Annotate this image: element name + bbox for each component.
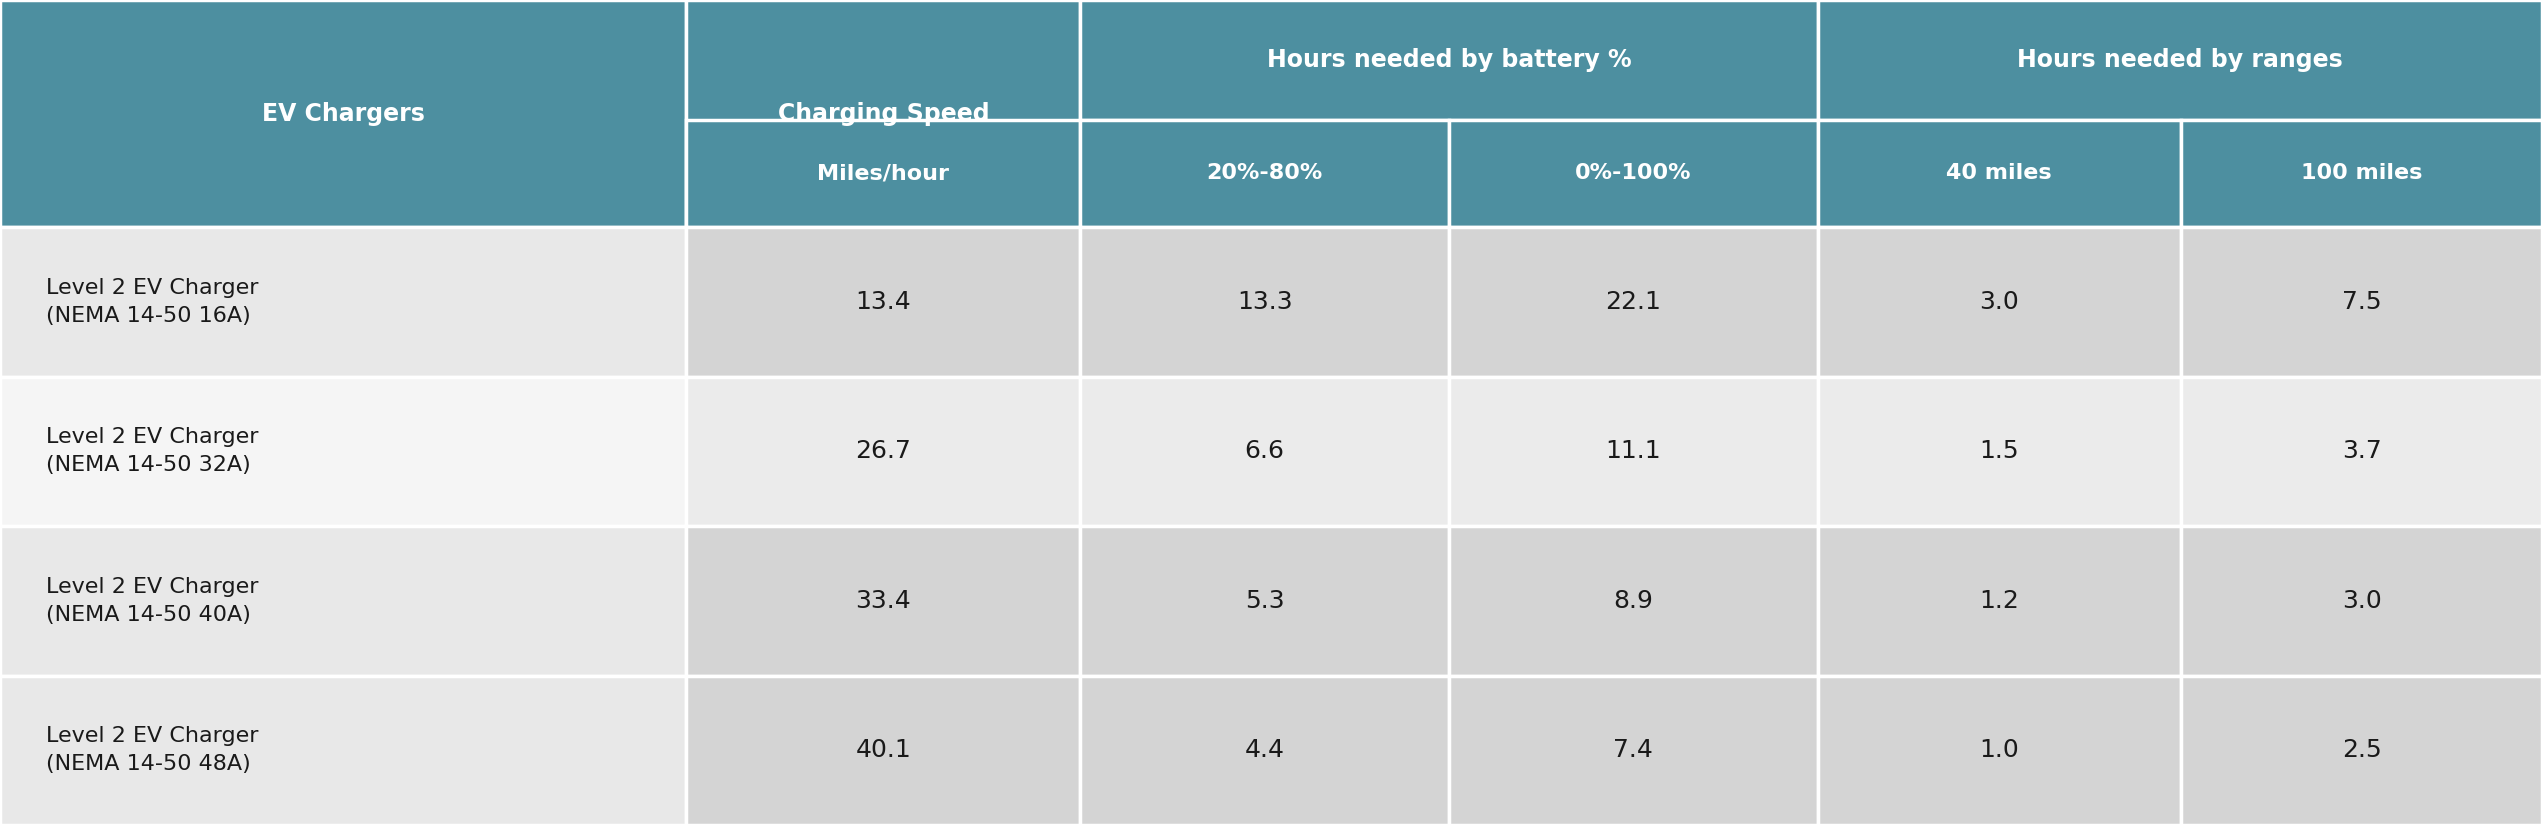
Bar xyxy=(1818,227,2181,377)
Bar xyxy=(686,0,1080,227)
Text: Level 2 EV Charger
(NEMA 14-50 40A): Level 2 EV Charger (NEMA 14-50 40A) xyxy=(46,577,259,625)
Text: 3.0: 3.0 xyxy=(1980,290,2018,314)
Bar xyxy=(1818,120,2181,227)
Text: Level 2 EV Charger
(NEMA 14-50 16A): Level 2 EV Charger (NEMA 14-50 16A) xyxy=(46,278,259,326)
Bar xyxy=(1080,227,1449,377)
Text: 8.9: 8.9 xyxy=(1614,589,1652,613)
Text: 7.5: 7.5 xyxy=(2341,290,2382,314)
Text: 20%-80%: 20%-80% xyxy=(1207,164,1322,183)
Bar xyxy=(1449,120,1818,227)
Bar xyxy=(0,0,686,227)
Bar xyxy=(0,377,686,526)
Text: EV Chargers: EV Chargers xyxy=(262,102,425,126)
Bar xyxy=(1449,227,1818,377)
Bar xyxy=(686,676,1080,825)
Text: 33.4: 33.4 xyxy=(857,589,910,613)
Bar xyxy=(1080,676,1449,825)
Bar xyxy=(2181,120,2542,227)
Bar xyxy=(686,227,1080,377)
Text: 0%-100%: 0%-100% xyxy=(1576,164,1690,183)
Bar xyxy=(1818,676,2181,825)
Text: 22.1: 22.1 xyxy=(1607,290,1660,314)
Bar xyxy=(1080,377,1449,526)
Bar xyxy=(2181,227,2542,377)
Bar xyxy=(1080,526,1449,676)
Text: 7.4: 7.4 xyxy=(1614,738,1652,762)
Bar xyxy=(1449,377,1818,526)
Bar xyxy=(0,676,686,825)
Text: Level 2 EV Charger
(NEMA 14-50 48A): Level 2 EV Charger (NEMA 14-50 48A) xyxy=(46,726,259,775)
Text: Level 2 EV Charger
(NEMA 14-50 32A): Level 2 EV Charger (NEMA 14-50 32A) xyxy=(46,427,259,476)
Bar xyxy=(1818,526,2181,676)
Text: 1.0: 1.0 xyxy=(1980,738,2018,762)
Text: Miles/hour: Miles/hour xyxy=(819,164,948,183)
Bar xyxy=(686,377,1080,526)
Text: 40.1: 40.1 xyxy=(857,738,910,762)
Text: 13.3: 13.3 xyxy=(1238,290,1291,314)
Bar xyxy=(1080,0,1818,120)
Bar xyxy=(1449,526,1818,676)
Bar xyxy=(1449,676,1818,825)
Text: 11.1: 11.1 xyxy=(1607,439,1660,463)
Bar xyxy=(0,227,686,377)
Text: 5.3: 5.3 xyxy=(1246,589,1284,613)
Text: 6.6: 6.6 xyxy=(1246,439,1284,463)
Bar xyxy=(686,120,1080,227)
Bar xyxy=(1818,0,2542,120)
Text: Hours needed by ranges: Hours needed by ranges xyxy=(2016,48,2344,72)
Text: 40 miles: 40 miles xyxy=(1947,164,2051,183)
Text: 2.5: 2.5 xyxy=(2341,738,2382,762)
Bar xyxy=(0,526,686,676)
Bar xyxy=(1080,120,1449,227)
Text: 1.5: 1.5 xyxy=(1980,439,2018,463)
Text: 100 miles: 100 miles xyxy=(2301,164,2423,183)
Text: 3.0: 3.0 xyxy=(2341,589,2382,613)
Text: 1.2: 1.2 xyxy=(1980,589,2018,613)
Bar xyxy=(686,526,1080,676)
Text: Hours needed by battery %: Hours needed by battery % xyxy=(1266,48,1632,72)
Text: 3.7: 3.7 xyxy=(2341,439,2382,463)
Text: 4.4: 4.4 xyxy=(1246,738,1284,762)
Text: Charging Speed: Charging Speed xyxy=(778,102,989,126)
Text: 13.4: 13.4 xyxy=(857,290,910,314)
Text: 26.7: 26.7 xyxy=(857,439,910,463)
Bar xyxy=(2181,526,2542,676)
Bar xyxy=(1818,377,2181,526)
Bar xyxy=(2181,377,2542,526)
Bar xyxy=(2181,676,2542,825)
